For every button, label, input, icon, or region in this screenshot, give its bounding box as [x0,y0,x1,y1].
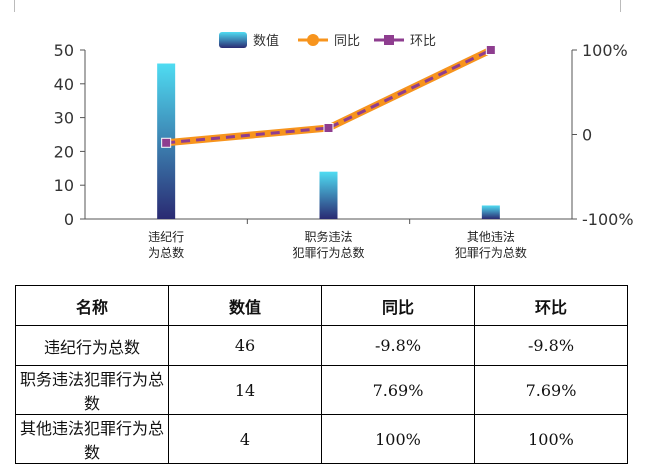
x-category-label: 犯罪行为总数 [292,245,364,260]
combo-chart: 01020304050-100%0100%违纪行为总数职务违法犯罪行为总数其他违… [54,32,634,260]
header-value: 数值 [168,285,322,326]
corner-line-left [14,0,15,12]
corner-line-right [620,0,621,12]
table-row: 职务违法犯罪行为总数 14 7.69% 7.69% [15,365,628,415]
cell-name: 其他违法犯罪行为总数 [15,414,169,464]
x-category-label: 犯罪行为总数 [455,245,527,260]
cell-name: 职务违法犯罪行为总数 [15,365,169,415]
cell-mom: -9.8% [474,325,628,366]
right-tick-label: 0 [582,126,592,145]
table-row: 违纪行为总数 46 -9.8% -9.8% [15,325,628,366]
cell-value: 4 [168,414,322,464]
legend-label-bar: 数值 [253,33,279,49]
table-header-row: 名称 数值 同比 环比 [15,285,628,326]
point-huanbi [161,137,172,148]
left-tick-label: 50 [54,41,74,60]
legend-label-huanbi: 环比 [410,34,436,49]
legend-swatch-tongbi-marker [307,34,319,46]
cell-mom: 7.69% [474,365,628,415]
left-tick-label: 10 [54,176,74,195]
data-table: 名称 数值 同比 环比 违纪行为总数 46 -9.8% -9.8% 职务违法犯罪… [15,285,628,464]
x-category-label: 职务违法 [304,229,352,244]
cell-yoy: 7.69% [321,365,475,415]
point-huanbi [323,123,334,134]
cell-yoy: 100% [321,414,475,464]
point-huanbi [485,45,496,55]
header-name: 名称 [15,285,169,326]
cell-value: 14 [168,365,322,415]
header-yoy: 同比 [321,285,475,326]
left-tick-label: 30 [54,109,74,128]
cell-mom: 100% [474,414,628,464]
bar [481,205,500,219]
left-tick-label: 20 [54,142,74,161]
x-category-label: 为总数 [148,245,184,260]
cell-value: 46 [168,325,322,366]
bar [319,171,338,219]
legend-label-tongbi: 同比 [334,34,360,49]
table-row: 其他违法犯罪行为总数 4 100% 100% [15,414,628,464]
right-tick-label: 100% [582,41,628,60]
left-tick-label: 0 [64,210,74,229]
legend-swatch-bar [219,32,247,48]
cell-name: 违纪行为总数 [15,325,169,366]
x-category-label: 其他违法 [467,230,515,244]
header-mom: 环比 [474,285,628,326]
left-tick-label: 40 [54,75,74,94]
x-category-label: 违纪行 [148,230,184,244]
legend-swatch-huanbi-marker [384,35,394,45]
cell-yoy: -9.8% [321,325,475,366]
right-tick-label: -100% [582,210,634,229]
